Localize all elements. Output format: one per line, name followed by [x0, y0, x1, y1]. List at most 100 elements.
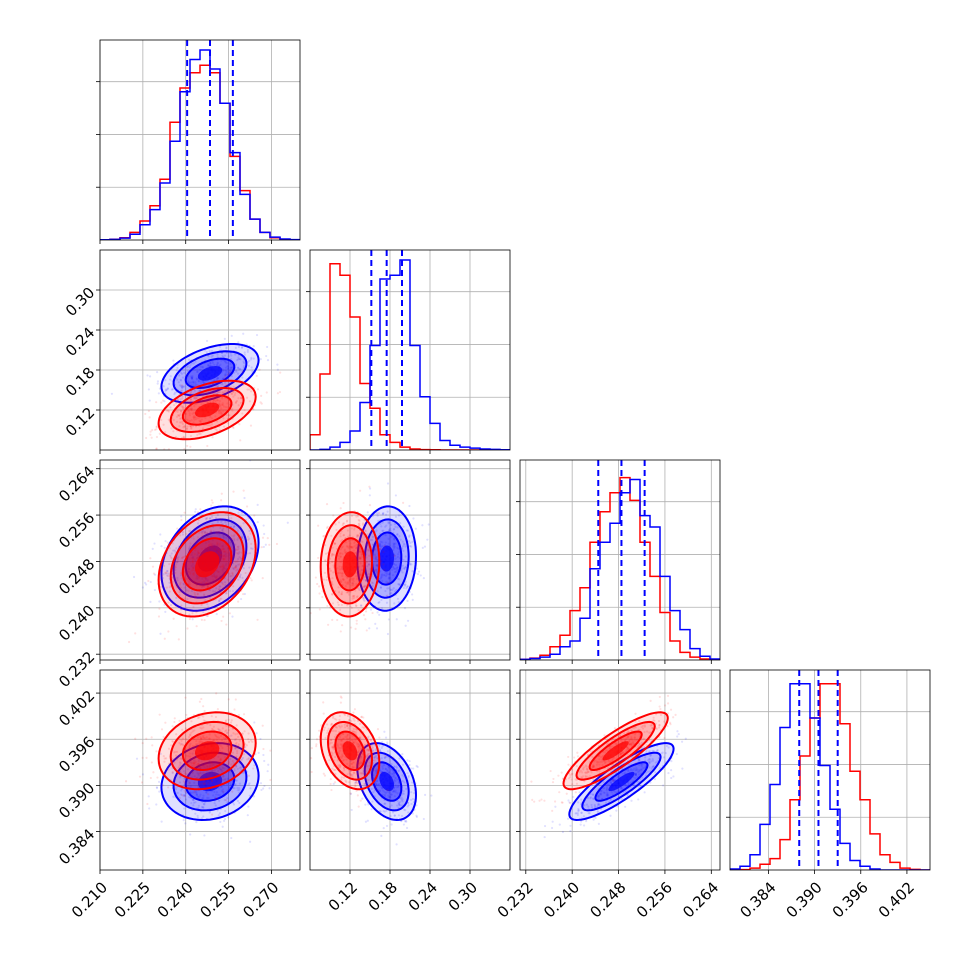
scatter-point: [423, 545, 427, 548]
scatter-point: [426, 538, 429, 541]
scatter-point: [392, 542, 395, 545]
scatter-point: [352, 771, 355, 774]
scatter-point: [243, 592, 246, 596]
scatter-point: [222, 586, 225, 590]
scatter-point: [331, 546, 334, 549]
scatter-point: [235, 399, 239, 403]
scatter-point: [230, 734, 233, 737]
scatter-point: [159, 752, 162, 755]
scatter-point: [230, 517, 233, 520]
scatter-point: [230, 354, 233, 357]
scatter-point: [347, 583, 350, 586]
scatter-point: [360, 585, 364, 588]
scatter-point: [259, 401, 262, 404]
scatter-point: [360, 551, 363, 554]
scatter-point: [342, 533, 346, 537]
scatter-point: [236, 752, 239, 755]
scatter-point: [180, 787, 184, 790]
scatter-point: [351, 578, 355, 581]
scatter-point: [181, 422, 184, 425]
scatter-point: [173, 720, 176, 724]
scatter-point: [181, 385, 184, 388]
scatter-point: [389, 795, 392, 798]
scatter-point: [231, 409, 234, 412]
scatter-point: [617, 789, 620, 792]
scatter-point: [343, 550, 346, 553]
scatter-point: [256, 388, 260, 391]
scatter-point: [614, 790, 617, 793]
scatter-point: [189, 364, 192, 367]
scatter-point: [378, 744, 381, 748]
scatter-point: [192, 761, 195, 764]
scatter-point: [183, 789, 186, 792]
scatter-point: [376, 514, 379, 517]
scatter-point: [204, 582, 207, 586]
scatter-point: [219, 585, 222, 588]
scatter-point: [219, 820, 222, 824]
scatter-point: [340, 778, 343, 781]
scatter-point: [248, 359, 251, 362]
scatter-point: [378, 542, 381, 546]
scatter-point: [204, 391, 208, 394]
scatter-point: [403, 584, 407, 587]
scatter-point: [202, 610, 205, 614]
scatter-point: [245, 505, 249, 508]
scatter-point: [356, 753, 359, 756]
scatter-point: [350, 762, 353, 765]
scatter-point: [338, 557, 341, 560]
scatter-point: [356, 763, 360, 766]
scatter-point: [224, 720, 227, 723]
scatter-point: [202, 399, 205, 403]
scatter-point: [310, 757, 313, 760]
scatter-point: [184, 554, 187, 558]
scatter-point: [228, 414, 231, 417]
scatter-point: [347, 581, 350, 584]
scatter-point: [191, 559, 194, 563]
scatter-point: [567, 799, 570, 802]
scatter-point: [667, 771, 670, 775]
scatter-point: [247, 805, 250, 808]
scatter-point: [334, 755, 337, 759]
scatter-point: [334, 725, 337, 729]
scatter-point: [403, 567, 406, 571]
histogram-area: [520, 460, 720, 660]
scatter-point: [210, 423, 213, 426]
scatter-point: [169, 378, 172, 381]
scatter-point: [617, 775, 621, 778]
scatter-point: [198, 700, 202, 703]
scatter-point: [401, 753, 404, 756]
scatter-point: [195, 402, 198, 405]
scatter-point: [318, 592, 321, 595]
contour-line-1: [157, 379, 257, 441]
scatter-point: [191, 764, 194, 768]
scatter-point: [358, 524, 361, 527]
scatter-point: [358, 556, 361, 559]
scatter-point: [402, 501, 405, 504]
scatter-point: [165, 409, 168, 412]
scatter-point: [200, 581, 203, 584]
scatter-point: [650, 767, 653, 770]
scatter-point: [182, 426, 185, 429]
scatter-point: [177, 414, 181, 417]
scatter-point: [369, 560, 372, 563]
scatter-point: [169, 556, 173, 559]
scatter-point: [374, 783, 377, 786]
scatter-point: [384, 589, 387, 593]
scatter-point: [648, 766, 651, 769]
scatter-point: [199, 389, 202, 392]
scatter-point: [226, 402, 229, 405]
scatter-point: [349, 545, 352, 548]
scatter-point: [235, 370, 238, 373]
scatter-point: [173, 717, 176, 720]
panel-0-0: [96, 39, 301, 244]
scatter-point: [234, 564, 238, 567]
scatter-point: [346, 546, 349, 549]
scatter-point: [216, 362, 219, 365]
scatter-point: [195, 583, 198, 586]
scatter-point: [223, 354, 227, 357]
scatter-point: [643, 745, 646, 749]
scatter-area: [124, 692, 272, 843]
scatter-point: [342, 776, 346, 779]
scatter-point: [330, 722, 333, 726]
scatter-point: [196, 776, 199, 779]
